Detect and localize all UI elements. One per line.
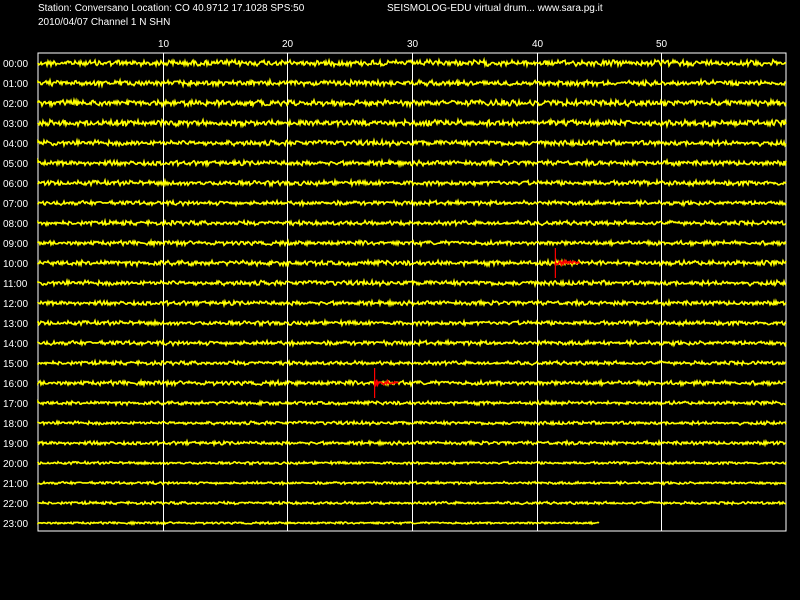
x-tick-label: 40 [532, 39, 544, 50]
seismic-trace [37, 358, 787, 367]
seismic-trace [37, 157, 787, 169]
event-burst [373, 378, 399, 388]
hour-label: 16:00 [3, 379, 28, 390]
hour-label: 03:00 [3, 119, 28, 130]
hour-label: 02:00 [3, 99, 28, 110]
seismic-trace [37, 237, 787, 249]
date-channel-text: 2010/04/07 Channel 1 N SHN [38, 17, 171, 28]
seismic-trace [37, 297, 787, 309]
hour-label: 06:00 [3, 179, 28, 190]
hour-label: 04:00 [3, 139, 28, 150]
seismic-trace [37, 198, 787, 208]
hour-label: 12:00 [3, 299, 28, 310]
x-tick-label: 10 [158, 39, 170, 50]
x-tick-label: 30 [407, 39, 419, 50]
seismic-trace [37, 96, 787, 109]
hour-label: 01:00 [3, 79, 28, 90]
seismic-trace [37, 438, 787, 448]
hour-label: 18:00 [3, 419, 28, 430]
seismic-trace [37, 177, 787, 189]
hour-label: 07:00 [3, 199, 28, 210]
hour-label: 10:00 [3, 259, 28, 270]
hour-label: 21:00 [3, 479, 28, 490]
station-info-text: Station: Conversano Location: CO 40.9712… [38, 3, 305, 14]
x-tick-label: 50 [656, 39, 668, 50]
hour-label: 08:00 [3, 219, 28, 230]
hour-label: 11:00 [3, 279, 28, 290]
hour-label: 15:00 [3, 359, 28, 370]
seismic-trace [37, 459, 787, 466]
hour-label: 09:00 [3, 239, 28, 250]
hour-label: 23:00 [3, 519, 28, 530]
seismic-trace [37, 419, 787, 427]
x-tick-label: 20 [282, 39, 294, 50]
event-burst [554, 258, 581, 268]
seismic-trace [37, 77, 787, 89]
seismic-trace [37, 377, 787, 389]
hour-label: 05:00 [3, 159, 28, 170]
seismic-trace [37, 338, 787, 348]
seismic-trace [37, 399, 787, 408]
hour-label: 13:00 [3, 319, 28, 330]
hour-label: 17:00 [3, 399, 28, 410]
seismic-trace [37, 117, 787, 130]
seismic-trace [37, 137, 787, 149]
seismic-trace [37, 257, 787, 269]
seismic-trace [37, 479, 787, 487]
app-title-text: SEISMOLOG-EDU virtual drum... www.sara.p… [387, 3, 603, 14]
seismic-trace [37, 217, 787, 228]
seismic-trace [37, 318, 787, 328]
hour-label: 22:00 [3, 499, 28, 510]
hour-label: 19:00 [3, 439, 28, 450]
seismic-trace [37, 520, 600, 527]
seismic-trace [37, 499, 787, 506]
hour-label: 14:00 [3, 339, 28, 350]
hour-label: 20:00 [3, 459, 28, 470]
seismic-trace [37, 277, 787, 289]
hour-label: 00:00 [3, 59, 28, 70]
seismic-trace [37, 56, 787, 69]
